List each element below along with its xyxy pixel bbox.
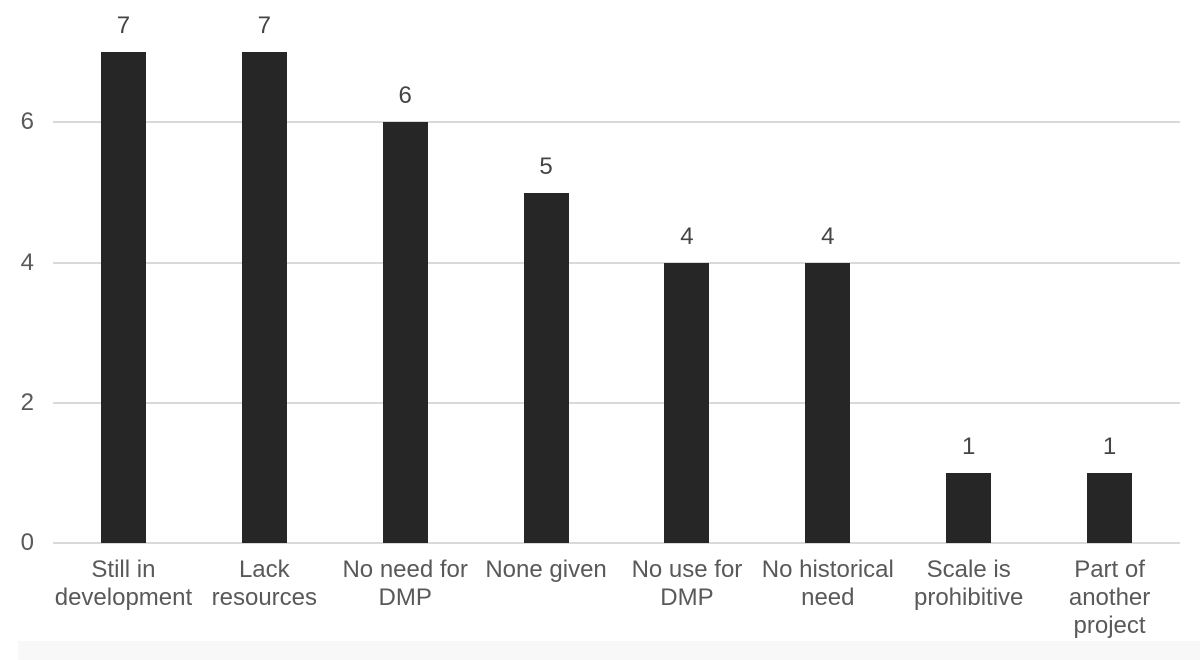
bar-value-label: 4 — [821, 222, 835, 250]
y-axis-tick-label: 2 — [20, 388, 34, 416]
x-axis-category-label: Scale is prohibitive — [913, 556, 1024, 611]
bar — [100, 52, 146, 543]
bar-value-label: 5 — [539, 152, 553, 180]
gridline — [53, 401, 1180, 404]
x-axis-category-label: Lack resources — [211, 556, 317, 611]
gridline — [53, 542, 1180, 544]
gridline — [53, 121, 1180, 124]
bar-value-label: 1 — [962, 432, 976, 460]
bar — [241, 52, 287, 543]
x-axis-category-label: No use for DMP — [631, 556, 743, 611]
bar-value-label: 4 — [680, 222, 694, 250]
y-axis-tick-label: 6 — [20, 108, 34, 136]
bar — [1087, 472, 1133, 543]
bar — [805, 262, 851, 543]
x-axis-category-label: Still in development — [54, 556, 193, 611]
x-axis-category-label: No need for DMP — [342, 556, 468, 611]
bar-value-label: 7 — [257, 12, 271, 40]
gridline — [53, 261, 1180, 264]
x-axis-category-label: No historical need — [761, 556, 894, 611]
bar — [946, 472, 992, 543]
bar — [382, 122, 428, 543]
page-edge-shadow — [18, 641, 1200, 660]
x-axis-category-label: Part of another project — [1068, 556, 1151, 639]
y-axis-tick-label: 0 — [20, 529, 34, 556]
bar-value-label: 7 — [116, 12, 131, 40]
bar-value-label: 1 — [1102, 432, 1117, 460]
bar — [523, 192, 569, 543]
bar — [664, 262, 710, 543]
bar-value-label: 6 — [398, 82, 412, 110]
y-axis-tick-label: 4 — [20, 248, 34, 276]
x-axis-category-label: None given — [485, 556, 607, 583]
